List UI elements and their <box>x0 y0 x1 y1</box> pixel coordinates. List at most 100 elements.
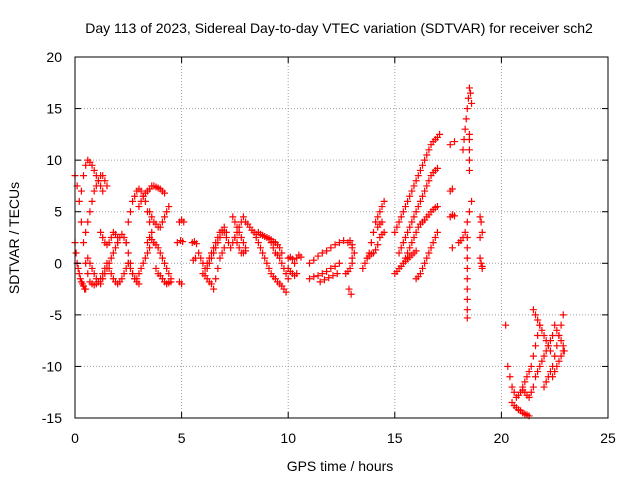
data-point <box>463 264 471 272</box>
data-point <box>538 357 546 365</box>
data-point <box>393 223 401 231</box>
data-point <box>263 259 271 267</box>
data-point <box>446 141 454 149</box>
data-point <box>86 208 94 216</box>
data-point <box>553 326 561 334</box>
data-point <box>347 290 355 298</box>
data-point <box>195 249 203 257</box>
data-point <box>406 223 414 231</box>
data-point <box>120 270 128 278</box>
data-point <box>284 275 292 283</box>
data-point <box>508 383 516 391</box>
data-point <box>288 255 296 263</box>
data-point <box>252 234 260 241</box>
data-point <box>323 268 331 276</box>
data-point <box>220 244 228 252</box>
data-point <box>477 218 485 226</box>
data-point <box>218 249 226 257</box>
series-sat-r <box>199 244 228 293</box>
data-point <box>143 239 151 247</box>
data-point <box>459 146 467 154</box>
data-point <box>210 249 218 257</box>
data-point <box>335 239 343 247</box>
data-point <box>103 182 111 190</box>
data-point <box>374 213 382 221</box>
data-point <box>391 228 399 236</box>
data-point <box>82 228 90 236</box>
data-point <box>461 125 469 133</box>
series-sat-ag <box>348 244 358 262</box>
y-tick-label: -10 <box>42 358 62 374</box>
data-point <box>534 368 542 376</box>
data-point <box>529 306 537 314</box>
data-point <box>463 285 471 293</box>
series-sat-f <box>103 259 132 288</box>
x-tick-label: 25 <box>600 430 616 446</box>
data-point <box>367 239 375 247</box>
data-point <box>346 237 354 245</box>
data-point <box>450 212 458 220</box>
series-sat-l <box>146 203 173 231</box>
data-point <box>90 166 98 174</box>
data-point <box>419 192 427 200</box>
data-point <box>107 234 115 241</box>
data-point <box>406 192 414 200</box>
data-point <box>112 244 120 252</box>
data-point <box>77 187 85 195</box>
data-point <box>161 259 169 267</box>
data-point <box>146 208 154 216</box>
data-point <box>210 285 218 293</box>
data-point <box>231 234 239 241</box>
data-point <box>306 275 314 283</box>
data-point <box>412 177 420 185</box>
data-point <box>410 182 418 190</box>
series-sat-ao <box>412 228 441 283</box>
series-sat-j <box>124 244 154 283</box>
data-point <box>463 306 471 314</box>
data-point <box>141 254 149 262</box>
data-point <box>146 244 154 252</box>
data-point <box>124 249 132 257</box>
data-point <box>551 368 559 376</box>
data-point <box>463 254 471 262</box>
grid-lines <box>75 57 608 418</box>
data-point <box>233 239 241 247</box>
series-sat-s <box>203 223 230 272</box>
data-point <box>529 383 537 391</box>
data-point <box>369 228 377 236</box>
series-sat-al <box>395 164 441 257</box>
data-point <box>463 105 471 113</box>
data-point <box>468 197 476 205</box>
data-point <box>463 244 471 252</box>
data-point <box>404 228 412 236</box>
data-point <box>122 239 130 247</box>
data-point <box>278 259 286 267</box>
series-sat-af <box>342 237 356 298</box>
data-point <box>502 321 510 329</box>
data-point <box>538 326 546 334</box>
data-point <box>216 234 224 241</box>
data-point <box>137 197 145 205</box>
data-point <box>461 228 469 236</box>
data-point <box>478 228 486 236</box>
data-point <box>557 352 565 360</box>
data-point <box>99 234 107 241</box>
series-sat-aw <box>508 399 533 420</box>
data-point <box>99 275 107 283</box>
data-point <box>412 247 420 255</box>
data-point <box>346 264 354 272</box>
data-point <box>331 262 339 270</box>
data-point <box>465 156 473 164</box>
series-sat-as <box>463 234 471 322</box>
y-tick-label: 0 <box>54 255 62 271</box>
data-point <box>152 264 160 272</box>
data-point <box>414 172 422 180</box>
y-tick-label: -5 <box>50 307 63 323</box>
data-point <box>465 84 473 92</box>
data-point <box>348 254 356 262</box>
data-point <box>297 253 305 261</box>
data-point <box>165 203 173 211</box>
data-point <box>205 259 213 267</box>
data-point <box>165 270 173 278</box>
